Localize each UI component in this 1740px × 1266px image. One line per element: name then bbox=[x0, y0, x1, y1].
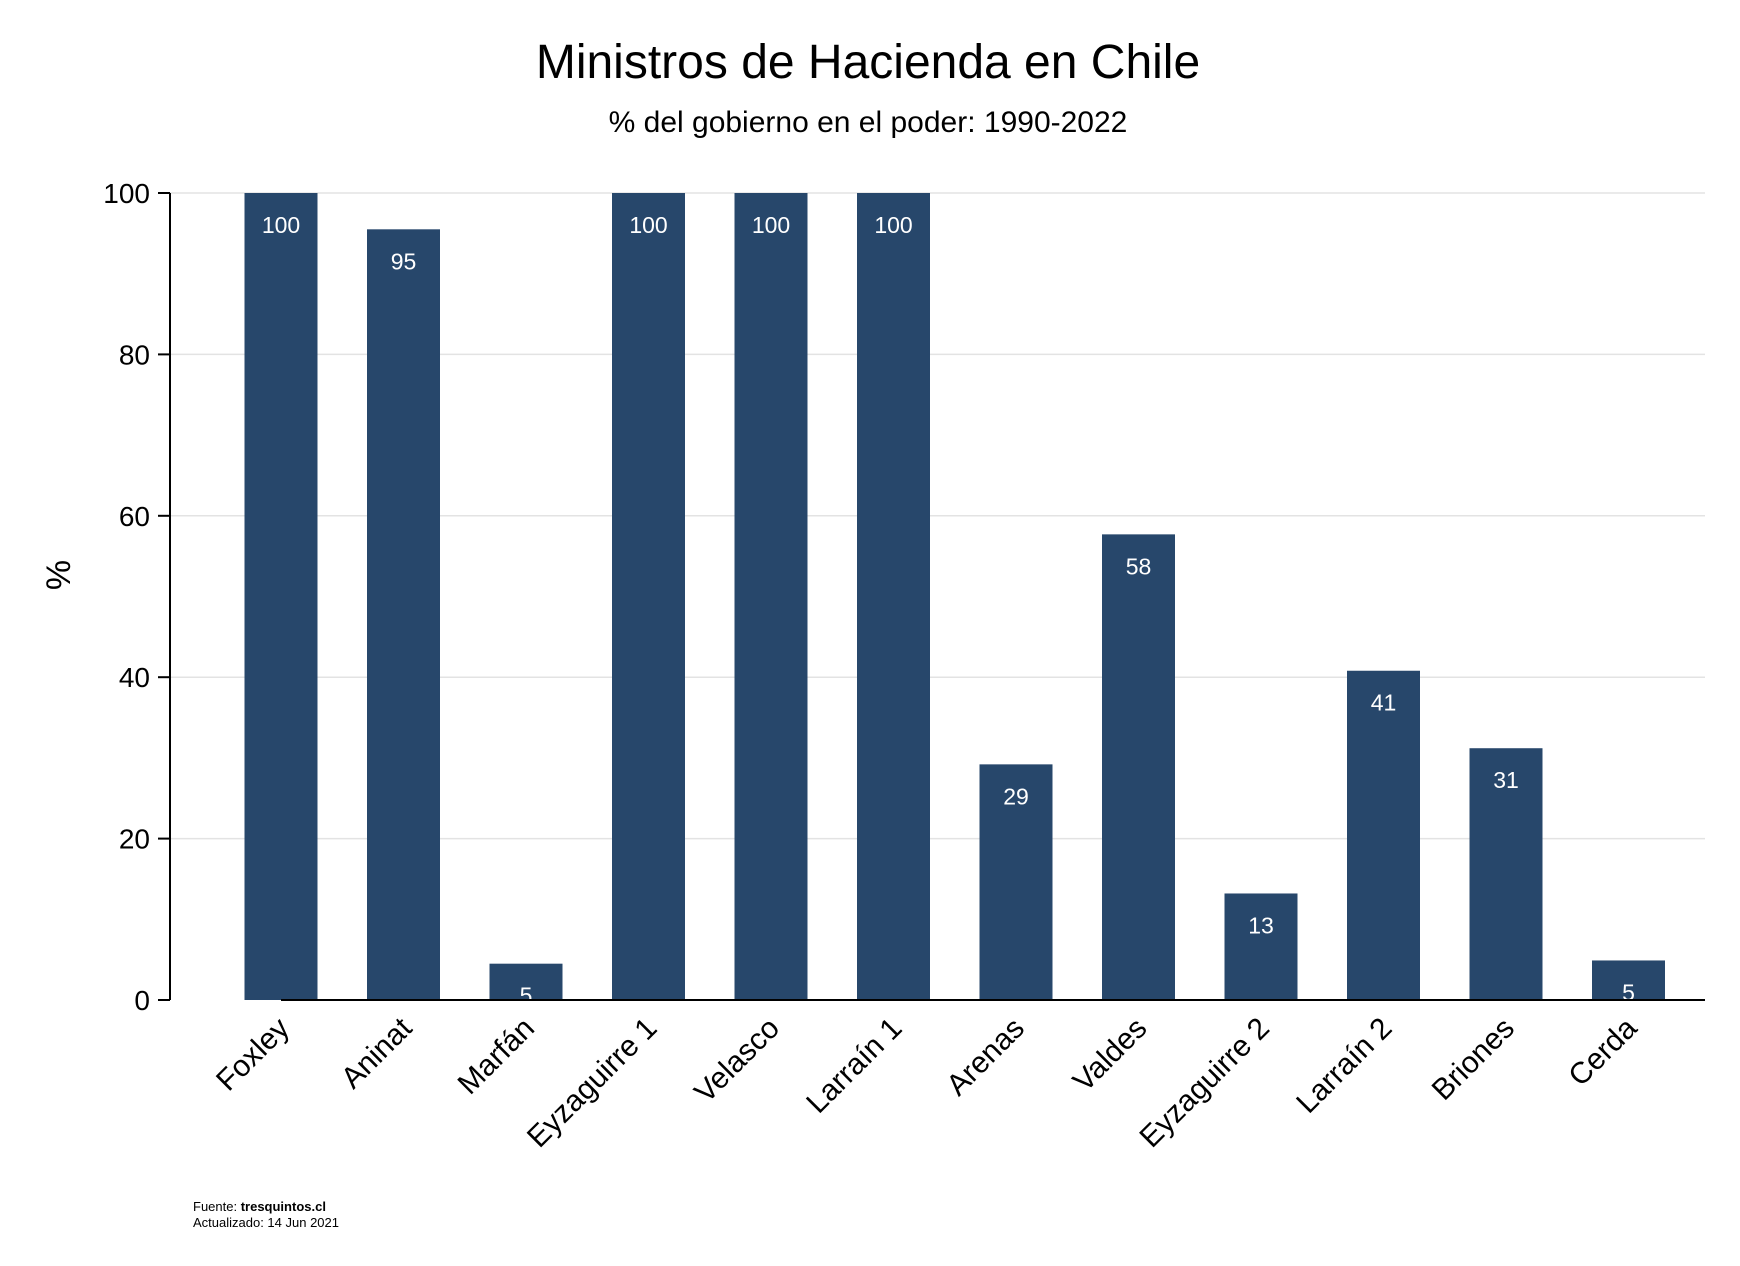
footer-updated: Actualizado: 14 Jun 2021 bbox=[193, 1215, 339, 1230]
footer-source: Fuente: tresquintos.cl bbox=[193, 1199, 326, 1214]
x-tick-label: Aninat bbox=[335, 1011, 419, 1095]
bar-value-label: 31 bbox=[1493, 767, 1519, 793]
footer-source-prefix: Fuente: bbox=[193, 1199, 241, 1214]
x-tick-label: Valdes bbox=[1067, 1012, 1154, 1099]
bar-value-label: 100 bbox=[752, 212, 790, 238]
y-tick-label: 20 bbox=[119, 824, 150, 855]
axes bbox=[158, 192, 1705, 1001]
y-tick-label: 0 bbox=[134, 985, 150, 1016]
bar bbox=[489, 963, 563, 1000]
y-tick-label: 80 bbox=[119, 339, 150, 370]
bars: 100 95 5 100 100 100 29 58 13 41 31 5 bbox=[244, 193, 1665, 1009]
x-tick-label: Cerda bbox=[1562, 1011, 1643, 1092]
y-tick-label: 100 bbox=[103, 178, 150, 209]
bar bbox=[367, 229, 440, 1000]
footer-source-name: tresquintos.cl bbox=[240, 1199, 326, 1214]
bar bbox=[1102, 534, 1175, 1000]
bar bbox=[1592, 960, 1665, 1000]
bar bbox=[612, 193, 685, 1000]
bar bbox=[857, 193, 930, 1000]
bar-value-label: 29 bbox=[1003, 783, 1029, 809]
y-tick-label: 60 bbox=[119, 501, 150, 532]
y-axis-label: % bbox=[40, 560, 78, 590]
bar-value-label: 5 bbox=[1622, 979, 1635, 1005]
bar-value-label: 100 bbox=[629, 212, 667, 238]
bar-value-label: 5 bbox=[520, 983, 533, 1009]
x-tick-label: Eyzaguirre 2 bbox=[1134, 1012, 1276, 1154]
y-tick-label: 40 bbox=[119, 662, 150, 693]
x-tick-label: Briones bbox=[1426, 1012, 1521, 1107]
bar-value-label: 41 bbox=[1371, 690, 1397, 716]
bar bbox=[244, 193, 318, 1000]
bar bbox=[979, 764, 1053, 1000]
x-tick-label: Eyzaguirre 1 bbox=[521, 1012, 663, 1154]
bar-value-label: 13 bbox=[1248, 912, 1274, 938]
bar bbox=[1347, 670, 1420, 1000]
bar-value-label: 100 bbox=[262, 212, 300, 238]
x-tick-label: Marfán bbox=[452, 1012, 541, 1101]
x-tick-label: Velasco bbox=[688, 1012, 786, 1110]
x-tick-label: Larraín 1 bbox=[800, 1012, 908, 1120]
x-tick-label: Arenas bbox=[940, 1012, 1031, 1103]
bar-value-label: 100 bbox=[874, 212, 912, 238]
bar bbox=[1469, 748, 1543, 1000]
bar bbox=[734, 193, 808, 1000]
chart-subtitle: % del gobierno en el poder: 1990-2022 bbox=[609, 106, 1128, 139]
bar-value-label: 95 bbox=[391, 248, 417, 274]
bar-value-label: 58 bbox=[1126, 553, 1152, 579]
bar bbox=[1224, 893, 1298, 1000]
chart-title: Ministros de Hacienda en Chile bbox=[536, 36, 1200, 89]
x-tick-label: Larraín 2 bbox=[1290, 1012, 1398, 1120]
x-tick-label: Foxley bbox=[210, 1012, 296, 1098]
